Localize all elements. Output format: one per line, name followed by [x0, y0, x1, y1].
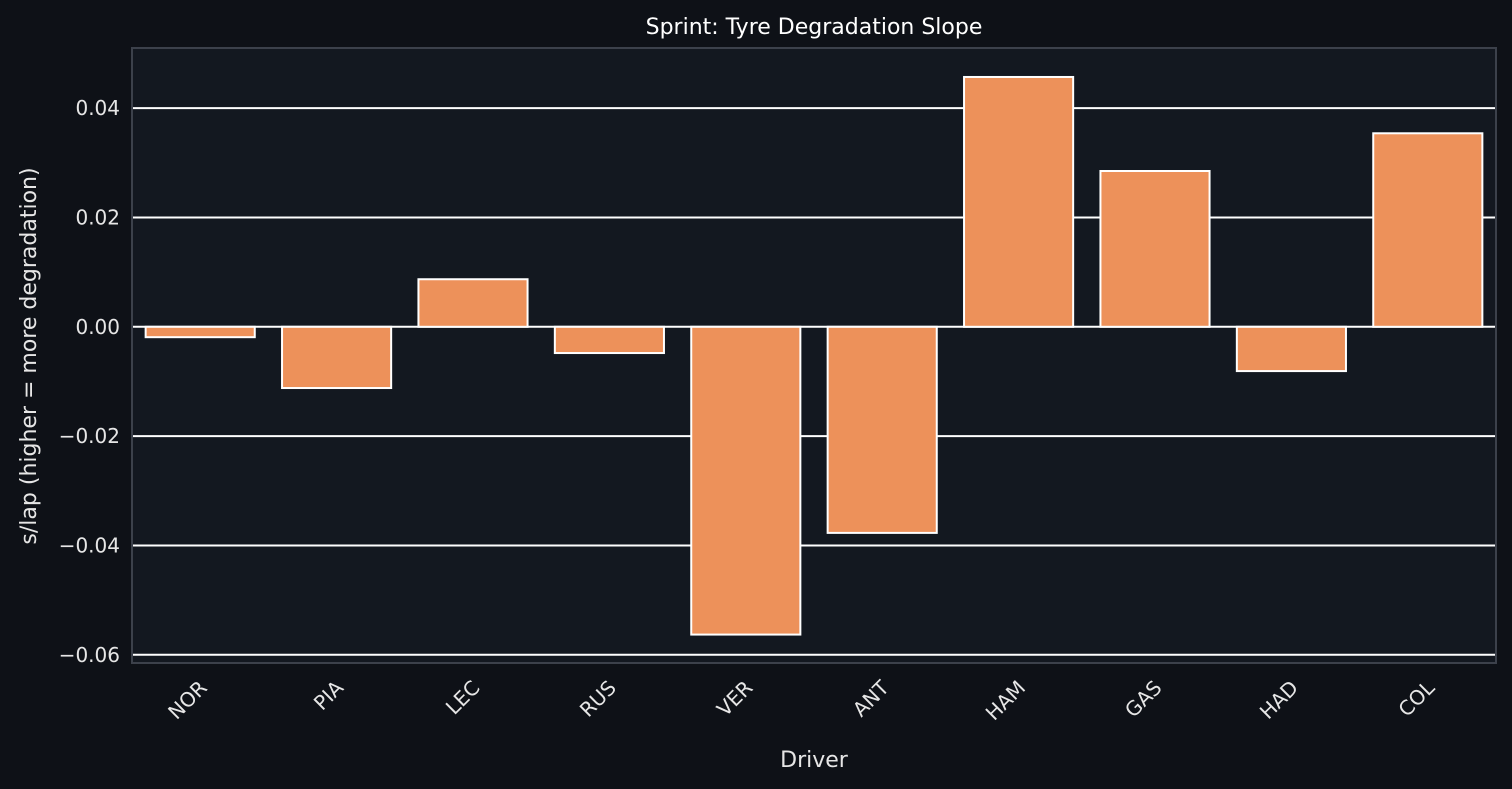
bar-ver — [690, 325, 802, 636]
y-tick-label: 0.00 — [75, 315, 120, 339]
bar-ant — [826, 325, 938, 534]
x-axis-label: Driver — [780, 748, 849, 773]
x-tick-label: HAM — [981, 676, 1030, 725]
bar-col — [1372, 132, 1484, 328]
bar-ham — [963, 75, 1075, 328]
bar-rus — [553, 325, 665, 355]
bar-lec — [417, 278, 529, 328]
x-tick-label: VER — [712, 675, 757, 720]
x-tick-label: HAD — [1255, 676, 1303, 724]
bar-pia — [281, 325, 393, 390]
y-tick-label: −0.06 — [59, 643, 120, 667]
x-tick-label: COL — [1393, 675, 1439, 721]
y-tick-label: 0.02 — [75, 205, 120, 229]
axes-frame — [131, 47, 1497, 664]
x-tick-label: ANT — [848, 675, 894, 721]
y-axis-label: s/lap (higher = more degradation) — [17, 167, 42, 544]
y-tick-label: 0.04 — [75, 96, 120, 120]
x-tick-label: RUS — [575, 676, 621, 722]
x-tick-labels: NOR PIA LEC RUS VER ANT HAM GAS HAD COL — [163, 675, 1440, 725]
bar-nor — [144, 325, 256, 339]
x-tick-label: GAS — [1120, 676, 1167, 723]
y-tick-label: −0.02 — [59, 424, 120, 448]
bar-gas — [1099, 170, 1211, 328]
y-tick-labels: −0.06 −0.04 −0.02 0.00 0.02 0.04 — [59, 96, 120, 667]
x-tick-label: LEC — [441, 676, 485, 720]
x-tick-label: NOR — [163, 675, 212, 724]
chart-title: Sprint: Tyre Degradation Slope — [646, 15, 983, 40]
x-tick-label: PIA — [309, 675, 349, 715]
y-tick-label: −0.04 — [59, 533, 120, 557]
bars — [144, 75, 1484, 636]
bar-had — [1235, 325, 1347, 373]
